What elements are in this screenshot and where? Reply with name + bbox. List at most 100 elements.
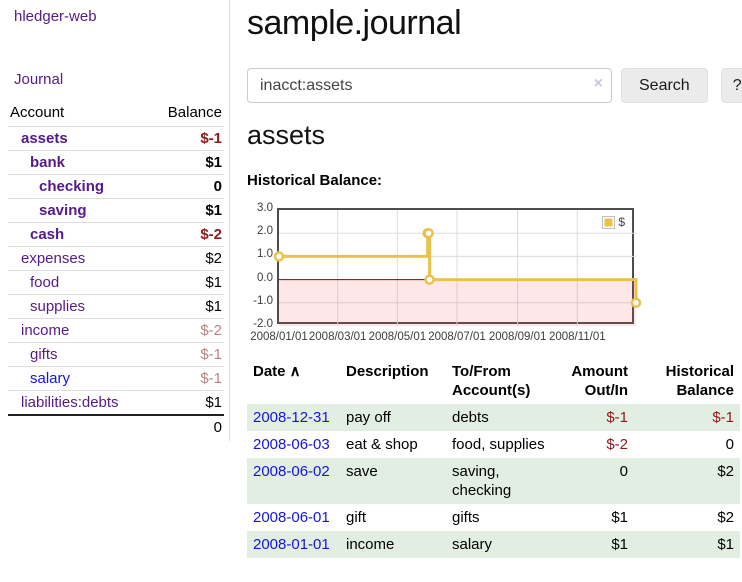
account-balance: $1: [150, 390, 224, 416]
transaction-balance: $2: [717, 509, 734, 526]
main-content: sample.journal × Search ? assets Histori…: [247, 0, 742, 582]
account-heading: assets: [247, 120, 326, 150]
y-axis-tick: 2.0: [257, 225, 273, 238]
transaction-row: 2008-12-31 pay off debts $-1 $-1: [247, 404, 740, 431]
register-table: Date ∧ Description To/From Account(s) Amoun…: [247, 358, 740, 558]
account-row: food $1: [8, 270, 224, 295]
search-form: × Search ?: [247, 68, 742, 103]
account-row: assets $-1: [8, 126, 224, 151]
account-balance: $-1: [150, 366, 224, 391]
accounts-header-account: Account: [8, 100, 151, 127]
account-link[interactable]: gifts: [30, 346, 58, 363]
account-row: bank $1: [8, 150, 224, 175]
transaction-balance: $2: [717, 463, 734, 480]
accounts-total-row: 0: [8, 414, 224, 439]
sort-asc-icon: ∧: [285, 363, 301, 380]
account-link[interactable]: cash: [30, 226, 65, 243]
sidebar: hledger-web Journal Account Balance asse…: [0, 0, 230, 441]
accounts-header-balance: Balance: [150, 100, 224, 127]
y-axis-tick: 1.0: [257, 248, 273, 261]
chart-canvas: [273, 210, 642, 326]
account-balance: $-1: [150, 342, 224, 367]
transaction-accounts: saving, checking: [452, 463, 512, 499]
transaction-description: eat & shop: [346, 436, 418, 453]
sidebar-item-journal[interactable]: Journal: [14, 71, 64, 88]
transaction-row: 2008-06-02 save saving, checking 0 $2: [247, 458, 740, 504]
accounts-total-value: 0: [150, 414, 224, 439]
chart-title: Historical Balance:: [247, 172, 383, 189]
transaction-amount: $1: [611, 536, 628, 553]
account-balance: $1: [150, 150, 224, 175]
search-input[interactable]: [247, 68, 612, 103]
transaction-date-link[interactable]: 2008-06-02: [253, 463, 330, 480]
x-axis-tick: 2008/05/01: [368, 331, 427, 343]
account-row: salary $-1: [8, 366, 224, 391]
register-header-accounts: To/From Account(s): [452, 363, 531, 399]
help-button[interactable]: ?: [720, 68, 742, 103]
transaction-accounts: salary: [452, 536, 493, 553]
account-balance: $1: [150, 270, 224, 295]
chart-legend: $: [600, 214, 627, 230]
transaction-description: income: [346, 536, 395, 553]
account-balance: $1: [150, 294, 224, 319]
transaction-balance: 0: [725, 436, 734, 453]
brand-link[interactable]: hledger-web: [14, 8, 97, 25]
account-balance: $-2: [150, 318, 224, 343]
transaction-description: save: [346, 463, 378, 480]
y-axis-tick: 3.0: [257, 202, 273, 214]
register-header-row: Date ∧ Description To/From Account(s) Amoun…: [247, 358, 740, 404]
transaction-amount: $-1: [606, 409, 628, 426]
accounts-table: Account Balance assets $-1 bank $1 checking 0…: [8, 100, 224, 439]
transaction-amount: 0: [619, 463, 628, 480]
account-link[interactable]: supplies: [30, 298, 86, 315]
legend-label: $: [618, 215, 625, 229]
account-link[interactable]: income: [21, 322, 70, 339]
account-link[interactable]: bank: [30, 154, 66, 171]
account-row: gifts $-1: [8, 342, 224, 367]
clear-search-icon[interactable]: ×: [593, 75, 603, 92]
transaction-date-link[interactable]: 2008-12-31: [253, 409, 330, 426]
transaction-amount: $1: [611, 509, 628, 526]
transaction-balance: $1: [717, 536, 734, 553]
transaction-date-link[interactable]: 2008-06-03: [253, 436, 330, 453]
account-link[interactable]: salary: [30, 370, 71, 387]
transaction-amount: $-2: [606, 436, 628, 453]
transaction-accounts: food, supplies: [452, 436, 545, 453]
x-axis-tick: 2008/01/01: [250, 331, 308, 343]
account-row: saving $1: [8, 198, 224, 223]
account-balance: $-1: [150, 126, 224, 151]
transaction-description: gift: [346, 509, 367, 526]
transaction-row: 2008-01-01 income salary $1 $1: [247, 531, 740, 558]
register-header-balance: Historical Balance: [665, 363, 734, 399]
transaction-date-link[interactable]: 2008-01-01: [253, 536, 330, 553]
account-link[interactable]: food: [30, 274, 60, 291]
x-axis-tick: 2008/03/01: [308, 331, 367, 343]
account-balance: $-2: [150, 222, 224, 247]
account-row: supplies $1: [8, 294, 224, 319]
x-axis-tick: 2008/07/01: [428, 331, 486, 343]
account-link[interactable]: assets: [21, 130, 68, 147]
search-button[interactable]: Search: [621, 68, 708, 103]
account-balance: 0: [150, 174, 224, 199]
register-header-date[interactable]: Date ∧: [253, 363, 301, 380]
transaction-date-link[interactable]: 2008-06-01: [253, 509, 330, 526]
account-balance: $1: [150, 198, 224, 223]
account-link[interactable]: checking: [39, 178, 105, 195]
accounts-body: assets $-1 bank $1 checking 0 saving $1 cash $-2 e…: [8, 126, 224, 439]
transaction-balance: $-1: [712, 409, 734, 426]
transaction-accounts: gifts: [452, 509, 480, 526]
search-box: ×: [247, 68, 612, 103]
account-link[interactable]: liabilities:debts: [21, 394, 119, 411]
y-axis-tick: 0.0: [257, 271, 273, 284]
transaction-row: 2008-06-01 gift gifts $1 $2: [247, 504, 740, 531]
y-axis-tick: -2.0: [253, 318, 273, 330]
register-header-description: Description: [346, 363, 429, 380]
account-link[interactable]: expenses: [21, 250, 86, 267]
account-link[interactable]: saving: [39, 202, 87, 219]
account-row: expenses $2: [8, 246, 224, 271]
legend-swatch-icon: [602, 215, 616, 229]
account-balance: $2: [150, 246, 224, 271]
register-header-amount: Amount Out/In: [571, 363, 628, 399]
transaction-row: 2008-06-03 eat & shop food, supplies $-2 0: [247, 431, 740, 458]
x-axis-tick: 2008/09/01: [488, 331, 547, 343]
